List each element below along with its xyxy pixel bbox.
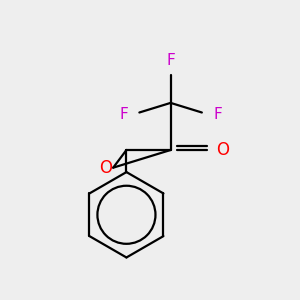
Text: F: F	[119, 107, 128, 122]
Text: O: O	[99, 159, 112, 177]
Text: F: F	[166, 53, 175, 68]
Text: O: O	[216, 141, 229, 159]
Text: F: F	[213, 107, 222, 122]
